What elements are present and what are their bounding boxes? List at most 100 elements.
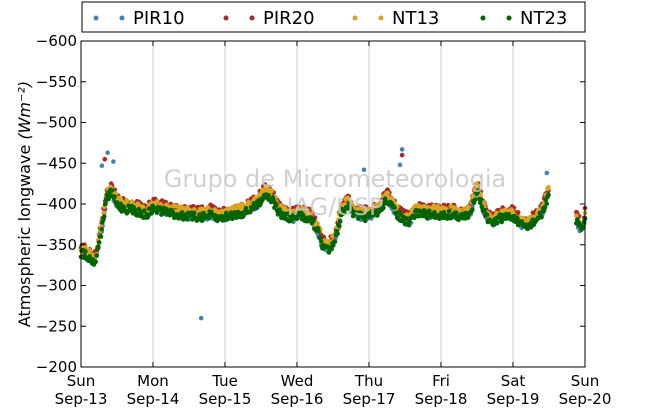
data-point xyxy=(363,218,368,224)
x-tick-day-label: Thu xyxy=(354,372,383,390)
outlier-point xyxy=(361,167,367,173)
data-point xyxy=(546,184,551,190)
x-tick-day-label: Sat xyxy=(501,372,526,390)
y-tick-label: −400 xyxy=(36,195,77,213)
data-point xyxy=(172,203,177,209)
data-point xyxy=(305,208,310,213)
data-point xyxy=(329,246,334,252)
x-tick-date-label: Sep-18 xyxy=(415,390,468,408)
data-point xyxy=(199,218,205,224)
data-point xyxy=(476,188,481,193)
data-point xyxy=(474,181,480,187)
data-point xyxy=(581,224,586,229)
x-tick-day-label: Mon xyxy=(137,372,169,390)
data-point xyxy=(124,198,130,203)
data-point xyxy=(407,219,412,225)
data-point xyxy=(337,223,342,229)
x-tick-day-label: Sun xyxy=(67,372,96,390)
data-point xyxy=(99,226,104,232)
data-point xyxy=(546,192,551,198)
outlier-point xyxy=(399,147,405,152)
data-point xyxy=(141,208,147,213)
watermark-line-1: Grupo de Micrometeorologia xyxy=(164,165,506,193)
legend-marker-pir10 xyxy=(119,15,125,21)
data-point xyxy=(482,207,487,213)
legend-marker-nt13 xyxy=(352,15,358,21)
data-point xyxy=(253,195,258,200)
data-point xyxy=(326,250,332,255)
data-point xyxy=(154,199,160,204)
data-point xyxy=(381,205,386,211)
data-point xyxy=(215,218,220,224)
y-tick-label: −300 xyxy=(36,277,77,295)
data-point xyxy=(506,211,512,217)
data-point xyxy=(191,210,197,216)
data-point xyxy=(274,203,279,208)
data-point xyxy=(185,217,190,222)
y-tick-label: −350 xyxy=(36,236,77,254)
data-point xyxy=(101,210,106,216)
legend-marker-nt13 xyxy=(378,15,384,21)
legend-label-pir10: PIR10 xyxy=(133,8,185,29)
data-point xyxy=(102,202,108,207)
data-point xyxy=(543,197,549,203)
data-point xyxy=(93,259,98,265)
x-tick-date-label: Sep-17 xyxy=(343,390,396,408)
x-tick-day-label: Tue xyxy=(211,372,238,390)
outlier-point xyxy=(198,315,204,321)
data-point xyxy=(392,205,397,210)
x-tick-date-label: Sep-20 xyxy=(559,390,612,408)
y-tick-label: −550 xyxy=(36,73,77,91)
data-point xyxy=(484,212,490,218)
data-point xyxy=(499,219,505,225)
data-point xyxy=(96,240,102,245)
data-point xyxy=(311,218,316,224)
outlier-point xyxy=(544,170,550,176)
x-tick-date-label: Sep-19 xyxy=(487,390,540,408)
data-point xyxy=(375,213,380,218)
data-point xyxy=(109,188,115,193)
legend-marker-pir10 xyxy=(93,15,99,21)
x-tick-date-label: Sep-16 xyxy=(271,390,324,408)
data-point xyxy=(425,216,430,221)
y-tick-label: −500 xyxy=(36,114,77,132)
outlier-point xyxy=(99,163,105,168)
data-point xyxy=(478,197,484,202)
legend-marker-nt23 xyxy=(480,15,486,21)
data-point xyxy=(332,239,338,244)
data-point xyxy=(308,211,314,216)
data-point xyxy=(106,196,111,202)
tick-layer: −200−250−300−350−400−450−500−550−600SunS… xyxy=(36,32,612,408)
data-point xyxy=(318,239,324,244)
legend-marker-nt23 xyxy=(506,15,512,21)
data-point xyxy=(331,243,336,248)
x-tick-day-label: Wed xyxy=(281,372,314,390)
x-tick-date-label: Sep-13 xyxy=(55,390,108,408)
x-tick-day-label: Sun xyxy=(571,372,600,390)
x-tick-date-label: Sep-15 xyxy=(199,390,252,408)
data-point xyxy=(574,213,579,219)
data-point xyxy=(243,206,249,211)
x-tick-date-label: Sep-14 xyxy=(127,390,180,408)
data-point xyxy=(342,210,347,216)
data-point xyxy=(385,190,391,196)
data-layer xyxy=(78,147,588,321)
data-point xyxy=(129,199,135,204)
y-tick-label: −200 xyxy=(36,358,77,376)
data-point xyxy=(446,208,452,214)
data-point xyxy=(472,197,478,203)
legend-marker-pir20 xyxy=(249,15,255,21)
data-point xyxy=(345,195,351,201)
data-point xyxy=(495,220,500,226)
data-point xyxy=(416,203,422,209)
data-point xyxy=(266,187,271,193)
data-point xyxy=(453,210,459,215)
data-point xyxy=(246,199,251,205)
data-point xyxy=(544,201,549,207)
data-point xyxy=(316,228,321,234)
y-axis-label: Atmospheric longwave (Wm⁻²) xyxy=(15,81,34,327)
data-point xyxy=(269,188,275,193)
data-point xyxy=(515,210,521,215)
data-point xyxy=(294,216,300,221)
data-point xyxy=(206,215,212,221)
